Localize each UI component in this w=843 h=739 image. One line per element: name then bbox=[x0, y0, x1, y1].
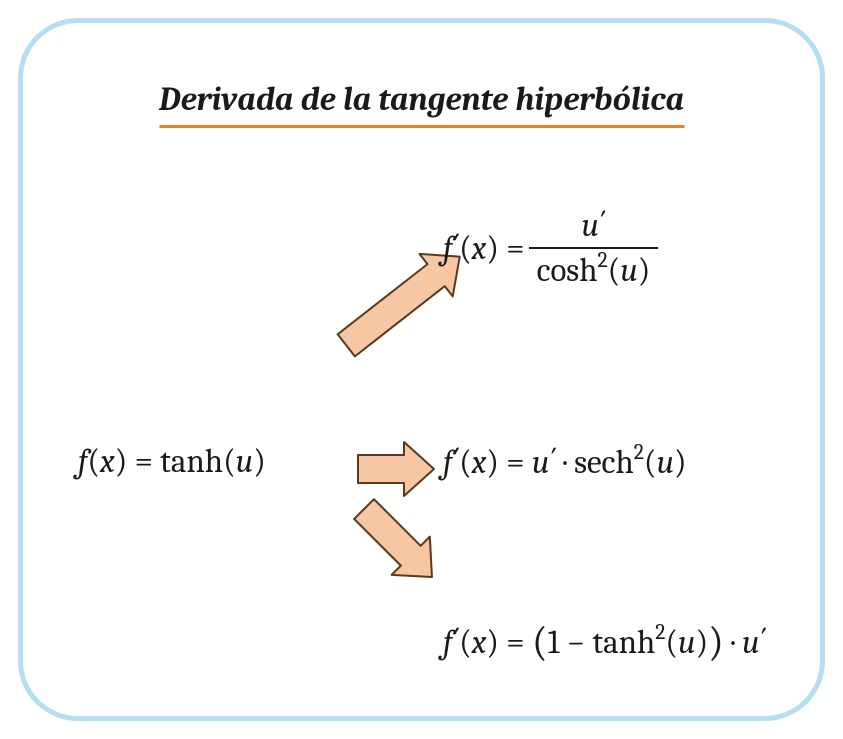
arrow-right-icon bbox=[356, 439, 436, 499]
paren-open: ( bbox=[223, 443, 236, 481]
equals-sign: = bbox=[135, 443, 161, 481]
fraction: u′ cosh2(u) bbox=[529, 207, 659, 290]
prime-mark: ′ bbox=[452, 441, 459, 475]
equals-sign: = bbox=[506, 230, 524, 268]
big-paren-open: ( bbox=[532, 619, 548, 666]
fn-sech: sech bbox=[574, 444, 634, 482]
paren-open: ( bbox=[608, 252, 621, 290]
var-u: u bbox=[620, 252, 638, 290]
var-f: f bbox=[443, 624, 452, 662]
paren-open: ( bbox=[644, 444, 657, 482]
prime-mark: ′ bbox=[599, 204, 606, 238]
paren-close: ) bbox=[486, 444, 499, 482]
paren-close: ) bbox=[674, 444, 687, 482]
digit-one: 1 bbox=[548, 624, 560, 662]
var-x: x bbox=[472, 624, 487, 662]
prime-mark: ′ bbox=[452, 621, 459, 655]
equals-sign: = bbox=[506, 444, 532, 482]
paren-open: ( bbox=[665, 624, 678, 662]
paren-open: ( bbox=[459, 624, 472, 662]
var-u: u bbox=[678, 624, 696, 662]
equation-result-1: f′(x) = u′ cosh2(u) bbox=[443, 207, 662, 290]
prime-mark: ′ bbox=[549, 441, 556, 475]
var-f: f bbox=[443, 444, 452, 482]
paren-close: ) bbox=[486, 230, 499, 268]
fn-tanh: tanh bbox=[160, 443, 223, 481]
var-x: x bbox=[472, 444, 487, 482]
var-u: u bbox=[742, 624, 760, 662]
card-frame: Derivada de la tangente hiperbólica f(x)… bbox=[18, 18, 825, 721]
paren-open: ( bbox=[459, 230, 472, 268]
exponent-2: 2 bbox=[655, 621, 665, 645]
equation-source: f(x) = tanh(u) bbox=[78, 443, 266, 481]
var-x: x bbox=[472, 230, 487, 268]
fraction-numerator: u′ bbox=[573, 207, 613, 247]
paren-close: ) bbox=[253, 443, 266, 481]
prime-mark: ′ bbox=[760, 621, 767, 655]
equation-result-2: f′(x) = u′ · sech2(u) bbox=[443, 443, 687, 482]
var-u: u bbox=[532, 444, 550, 482]
minus-sign: − bbox=[567, 624, 593, 662]
var-x: x bbox=[100, 443, 115, 481]
fn-cosh: cosh bbox=[537, 252, 598, 290]
fraction-denominator: cosh2(u) bbox=[529, 247, 659, 290]
var-u: u bbox=[581, 207, 599, 245]
page-title: Derivada de la tangente hiperbólica bbox=[159, 81, 684, 128]
equation-result-3: f′(x) = (1 − tanh2(u)) · u′ bbox=[443, 617, 766, 664]
paren-close: ) bbox=[638, 252, 651, 290]
paren-close: ) bbox=[486, 624, 499, 662]
paren-open: ( bbox=[459, 444, 472, 482]
var-f: f bbox=[78, 443, 87, 481]
fn-tanh: tanh bbox=[592, 624, 655, 662]
var-u: u bbox=[656, 444, 674, 482]
var-u: u bbox=[236, 443, 254, 481]
big-paren-close: ) bbox=[708, 619, 724, 666]
equals-sign: = bbox=[506, 624, 532, 662]
prime-mark: ′ bbox=[452, 227, 459, 261]
arrow-down-icon bbox=[341, 486, 454, 599]
dot-operator: · bbox=[563, 444, 574, 482]
dot-operator: · bbox=[731, 624, 742, 662]
exponent-2: 2 bbox=[634, 441, 644, 465]
exponent-2: 2 bbox=[598, 249, 608, 273]
paren-close: ) bbox=[115, 443, 128, 481]
paren-close: ) bbox=[696, 624, 709, 662]
paren-open: ( bbox=[87, 443, 100, 481]
var-f: f bbox=[443, 230, 452, 268]
